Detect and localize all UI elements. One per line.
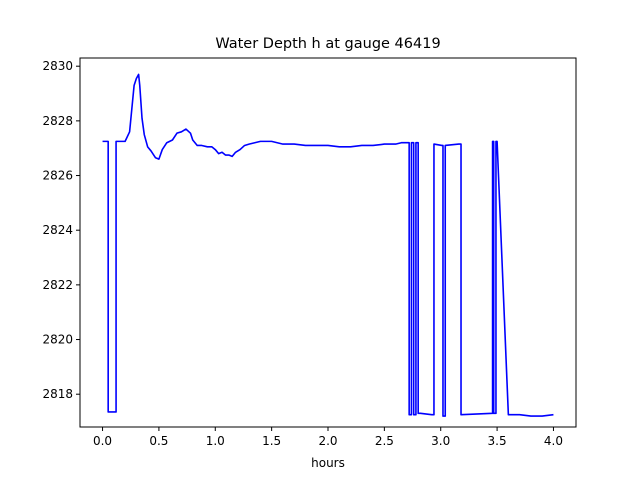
- x-tick-label: 4.0: [544, 434, 563, 448]
- y-tick-label: 2824: [42, 223, 73, 237]
- x-tick-label: 3.5: [488, 434, 507, 448]
- x-tick-label: 2.0: [318, 434, 337, 448]
- y-tick-label: 2820: [42, 333, 73, 347]
- x-tick-label: 2.5: [375, 434, 394, 448]
- series-line: [102, 73, 554, 417]
- y-tick-label: 2822: [42, 278, 73, 292]
- y-tick-label: 2826: [42, 169, 73, 183]
- y-tick-label: 2818: [42, 387, 73, 401]
- x-tick-label: 0.0: [93, 434, 112, 448]
- y-axis: 2818 2820 2822 2824 2826 2828 2830: [42, 59, 80, 401]
- series-layer: [102, 73, 554, 417]
- x-tick-label: 1.5: [262, 434, 281, 448]
- x-tick-label: 3.0: [431, 434, 450, 448]
- x-axis-label: hours: [311, 456, 345, 470]
- chart-title: Water Depth h at gauge 46419: [215, 36, 440, 52]
- x-tick-label: 1.0: [206, 434, 225, 448]
- x-axis: 0.0 0.5 1.0 1.5 2.0 2.5 3.0 3.5 4.0: [93, 427, 563, 448]
- x-tick-label: 0.5: [149, 434, 168, 448]
- y-tick-label: 2830: [42, 59, 73, 73]
- y-tick-label: 2828: [42, 114, 73, 128]
